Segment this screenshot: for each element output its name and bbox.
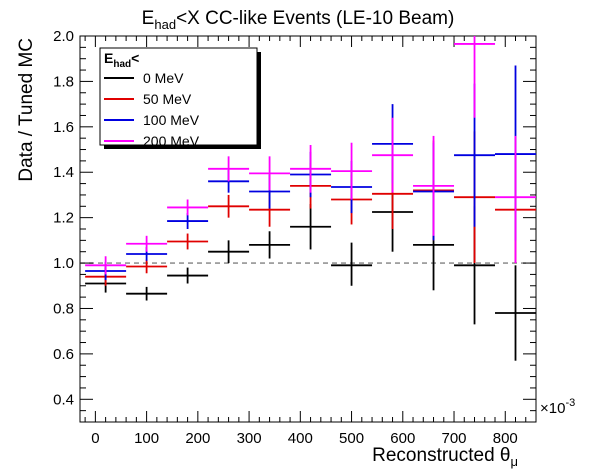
x-tick-label: 100 <box>134 430 159 447</box>
data-point <box>85 256 127 275</box>
data-point <box>331 142 373 200</box>
y-tick-label: 1.0 <box>53 255 74 272</box>
data-point <box>126 259 168 274</box>
legend-entry: 50 MeV <box>104 91 192 107</box>
y-tick-label: 2.0 <box>53 28 74 45</box>
y-tick-label: 0.8 <box>53 300 74 317</box>
x-axis-multiplier-exp: -3 <box>565 397 575 409</box>
legend-entry: 0 MeV <box>104 70 184 86</box>
data-point <box>208 194 250 218</box>
y-tick-label: 1.8 <box>53 73 74 90</box>
y-tick-label: 1.4 <box>53 164 74 181</box>
x-tick-label: 500 <box>339 430 364 447</box>
y-tick-label: 0.6 <box>53 346 74 363</box>
legend-box <box>99 47 258 146</box>
data-point <box>208 156 250 182</box>
data-point <box>413 135 455 236</box>
chart-title-rest: <X CC-like Events (LE-10 Beam) <box>176 8 454 29</box>
data-point <box>167 213 209 229</box>
chart-title-main: E <box>142 8 155 29</box>
legend-label: 200 MeV <box>143 133 200 149</box>
data-point <box>495 265 536 361</box>
data-point <box>495 135 536 264</box>
y-axis-label: Data / Tuned MC <box>16 38 37 182</box>
chart-title-sub: had <box>154 17 176 32</box>
x-tick-label: 200 <box>185 430 210 447</box>
x-axis-label-main: Reconstructed θ <box>372 445 510 466</box>
data-point <box>167 233 209 250</box>
data-point <box>208 240 250 264</box>
x-tick-label: 800 <box>493 430 518 447</box>
chart-title: Ehad<X CC-like Events (LE-10 Beam) <box>142 8 455 32</box>
data-point <box>167 199 209 216</box>
data-point <box>290 204 332 250</box>
x-axis-label-sub: μ <box>511 454 519 469</box>
legend-label: 100 MeV <box>143 112 200 128</box>
legend-entry: 200 MeV <box>104 133 200 149</box>
data-point <box>290 144 332 193</box>
x-tick-label: 600 <box>390 430 415 447</box>
data-point <box>126 235 168 252</box>
y-tick-label: 0.4 <box>53 391 74 408</box>
x-tick-label: 300 <box>237 430 262 447</box>
legend: Ehad< 0 MeV 50 MeV 100 MeV 200 MeV <box>99 47 261 149</box>
x-tick-label: 700 <box>442 430 467 447</box>
data-point <box>167 267 209 284</box>
legend-title-sub: had <box>113 59 131 70</box>
y-tick-label: 1.2 <box>53 210 74 227</box>
data-point <box>249 231 291 259</box>
legend-title-main: E <box>104 50 113 66</box>
series-200-mev <box>85 36 536 275</box>
data-point <box>372 117 414 193</box>
data-point <box>249 156 291 191</box>
x-tick-label: 0 <box>91 430 99 447</box>
data-point <box>454 36 496 118</box>
x-axis-label: Reconstructed θμ <box>372 445 518 469</box>
x-axis-multiplier: ×10-3 <box>540 397 575 417</box>
data-point <box>331 242 373 286</box>
legend-label: 0 MeV <box>143 70 184 86</box>
x-axis-multiplier-base: ×10 <box>540 400 565 417</box>
legend-title: Ehad< <box>104 50 139 70</box>
data-point <box>126 286 168 301</box>
y-tick-label: 1.6 <box>53 119 74 136</box>
legend-label: 50 MeV <box>143 91 192 107</box>
x-tick-label: 400 <box>288 430 313 447</box>
legend-title-rest: < <box>131 50 139 66</box>
legend-entry: 100 MeV <box>104 112 200 128</box>
